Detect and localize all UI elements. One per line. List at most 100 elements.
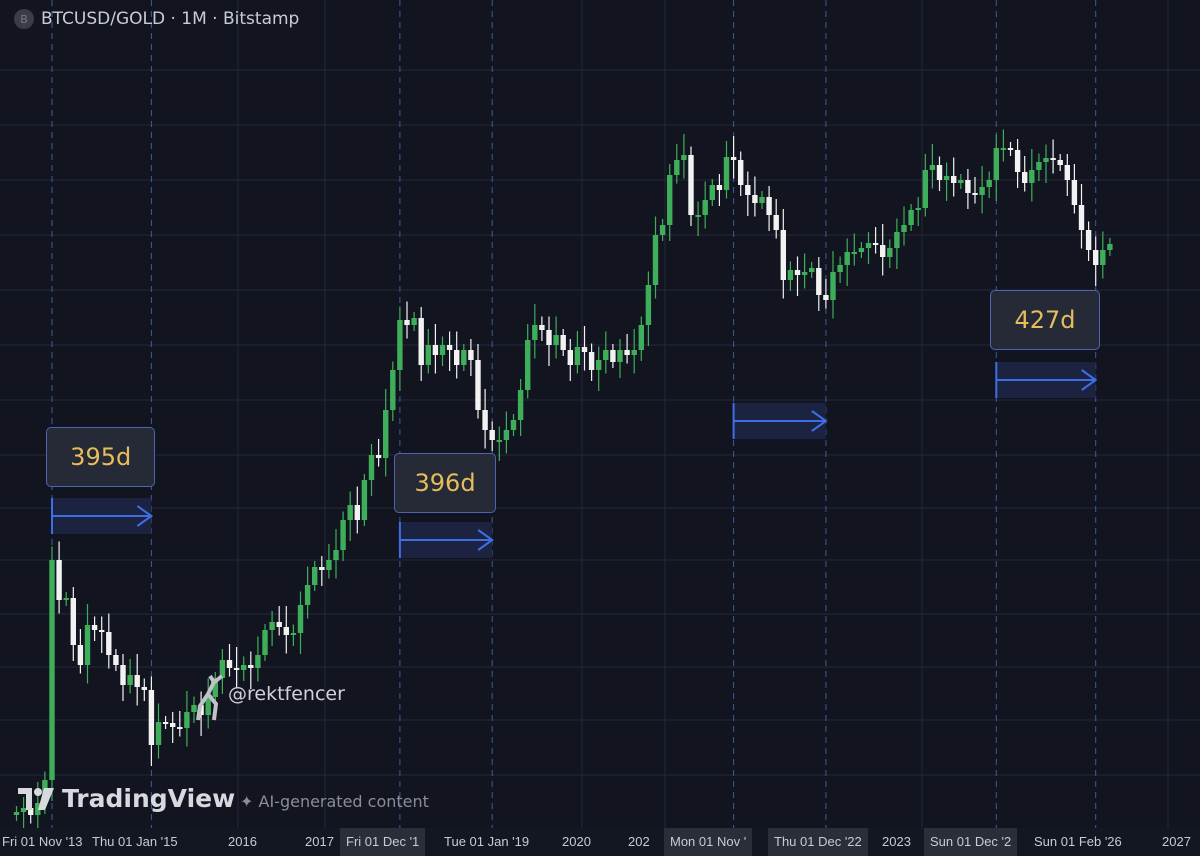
candle-body [716,185,723,190]
candle-body [1071,180,1078,205]
time-axis[interactable]: Fri 01 Nov '13 Thu 01 Jan '15 2016 2017 Fri … [0,828,1200,856]
x-tick-label: Sun 01 Dec '2 [924,828,1018,856]
candle-body [390,370,396,410]
x-tick-label: 2023 [882,834,911,849]
candle-body [972,193,978,195]
candle-body [759,197,765,203]
candle-body [1078,205,1085,230]
symbol-title[interactable]: BTCUSD/GOLD · 1M · Bitstamp [41,9,300,29]
candle-body [276,622,282,627]
x-tick-label: Sun 01 Feb '26 [1034,834,1122,849]
candle-body [979,187,985,195]
candle-body [155,722,162,745]
candle-body [688,155,694,215]
x-tick-label: Thu 01 Jan '15 [92,834,178,849]
candle-body [730,157,737,160]
candle-body [475,360,481,410]
candle-body [858,248,865,252]
candle-body [1029,170,1035,183]
candle-body [20,808,27,812]
x-tick-label: 2020 [562,834,591,849]
candle-body [574,347,581,365]
candle-body [304,585,311,605]
candle-body [1014,150,1021,172]
candle-body [241,665,247,670]
candle-body [113,655,119,665]
tradingview-watermark: TradingView [18,784,235,813]
candle-body [162,722,169,724]
candle-body [1093,250,1099,265]
candle-body [233,668,240,670]
candlestick-chart[interactable] [0,0,1200,828]
candle-body [837,265,843,272]
bitcoin-symbol-icon: B [14,9,34,29]
candle-body [993,148,999,180]
candle-body [1043,158,1049,162]
candle-body [794,270,801,275]
candle-body [709,185,715,200]
candle-body [120,665,126,685]
candle-body [951,176,957,183]
candle-body [894,232,900,248]
candle-body [667,175,673,225]
candle-body [425,345,431,365]
candle-body [1107,244,1113,250]
candle-body [681,155,687,160]
candle-body [262,630,268,655]
measure-duration-label[interactable]: 396d [393,453,497,513]
candle-body [13,812,20,815]
candle-body [588,352,595,370]
candle-body [809,268,815,272]
chart-title: B BTCUSD/GOLD · 1M · Bitstamp [14,9,299,29]
candle-body [659,225,666,235]
candle-body [28,808,34,815]
candle-body [84,625,91,665]
candle-body [226,660,233,668]
candle-body [830,272,836,300]
ai-generated-notice: ✦ AI-generated content [240,792,429,811]
candle-body [439,345,446,355]
candle-body [454,350,460,365]
candle-body [986,180,992,187]
candle-body [745,185,751,195]
candle-body [283,627,289,635]
candle-body [624,350,630,355]
candle-body [148,690,155,745]
candle-body [212,678,218,697]
candle-body [35,803,41,815]
candle-body [780,230,786,280]
candle-body [880,245,886,257]
candle-body [496,440,502,442]
candle-body [340,520,346,550]
x-tick-label: Fri 01 Dec '1 [340,828,426,856]
candle-body [1007,148,1014,150]
candle-body [872,243,879,245]
x-tick-label: Thu 01 Dec '22 [768,828,868,856]
candle-body [184,712,190,728]
ai-notice-text: AI-generated content [258,792,429,811]
candle-body [91,625,98,630]
candle-body [816,268,822,295]
candle-body [801,272,808,275]
candle-body [63,598,69,600]
candle-body [546,330,552,345]
candle-body [77,645,84,665]
candle-body [191,705,197,712]
candle-body [1064,165,1070,180]
tradingview-brand: TradingView [62,784,236,813]
candle-body [532,325,538,340]
candle-body [177,727,183,729]
x-tick-label: Fri 01 Nov '13 [2,834,83,849]
candle-body [354,505,360,520]
candle-body [617,350,623,362]
candle-body [929,165,936,170]
candle-body [106,632,112,655]
candle-body [631,350,637,355]
measure-duration-label[interactable]: 427d [990,290,1100,350]
candle-body [922,170,928,208]
measure-duration-label[interactable]: 395d [46,427,156,487]
candle-body [610,350,616,362]
candle-body [418,318,424,365]
candle-body [411,318,417,325]
candle-body [489,430,495,440]
